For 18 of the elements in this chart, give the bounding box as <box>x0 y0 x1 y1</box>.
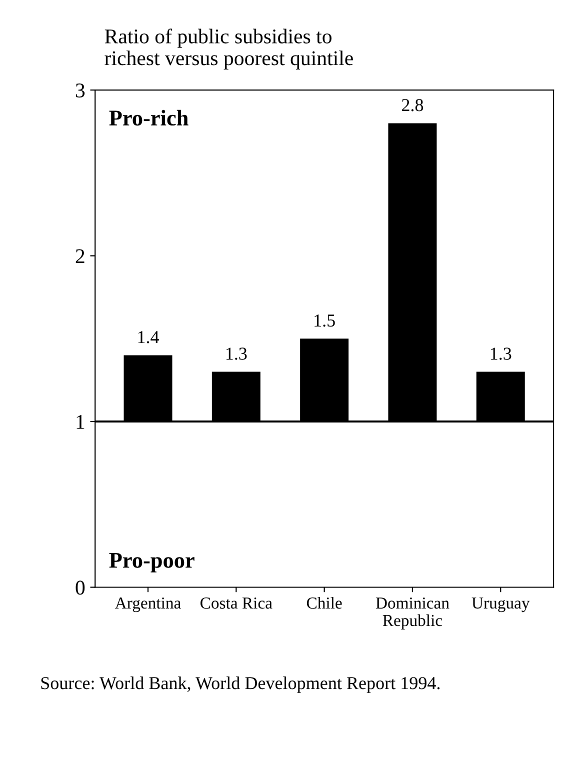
data-label: 2.8 <box>402 99 424 112</box>
y-tick-label: 0 <box>76 580 85 595</box>
annotation: Pro-poor <box>109 553 194 572</box>
data-label: 1.3 <box>490 348 512 360</box>
chart-title: Ratio of public subsidies to richest versus poorest quintile <box>104 28 353 70</box>
x-tick-label: Costa Rica <box>200 598 272 609</box>
data-label: 1.3 <box>226 348 247 360</box>
y-tick-label: 3 <box>76 83 85 98</box>
x-tick-label: Dominican Republic <box>376 598 450 630</box>
x-tick-label: Uruguay <box>472 598 530 612</box>
annotation: Pro-rich <box>109 110 188 126</box>
data-label: 1.4 <box>138 331 160 344</box>
y-tick-label: 2 <box>76 249 84 264</box>
x-tick-label: Chile <box>306 596 342 609</box>
data-label: 1.5 <box>314 314 335 327</box>
source-note: Source: World Bank, World Development Report 1994. <box>41 676 440 693</box>
y-tick-label: 1 <box>76 414 84 429</box>
x-tick-label: Argentina <box>115 597 181 612</box>
